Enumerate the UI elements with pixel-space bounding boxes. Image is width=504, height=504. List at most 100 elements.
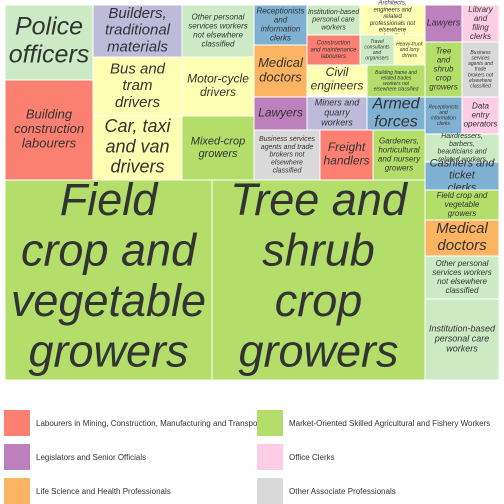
treemap-cell: Building frame and related trades workers … xyxy=(366,64,426,98)
treemap-label: Medical doctors xyxy=(258,55,304,85)
treemap-label: Receptionists and information clerks xyxy=(256,6,304,42)
legend-item: Office Clerks xyxy=(257,444,335,470)
treemap-label: Hairdressers, barbers, beauticians and rela… xyxy=(437,133,487,164)
treemap-cell: Data entry operators xyxy=(461,96,500,135)
treemap-rect xyxy=(424,4,463,43)
treemap-rect xyxy=(92,115,183,181)
treemap-cell: Business services agents and trade brokers… xyxy=(253,129,321,181)
treemap-label: Tree and shrub crop growers xyxy=(429,47,457,92)
treemap-rect xyxy=(181,56,255,117)
treemap-rect xyxy=(211,179,426,381)
treemap-label: Field crop and vegetable growers xyxy=(437,191,488,218)
treemap-cell: Lawyers xyxy=(253,96,308,131)
treemap-rect xyxy=(372,129,426,181)
treemap-label: Armed forces xyxy=(371,95,420,130)
treemap-cell: Other personal services workers not elsewh… xyxy=(181,4,255,58)
legend-label: Legislators and Senior Officials xyxy=(36,452,147,462)
treemap-rect xyxy=(366,64,426,98)
legend-swatch xyxy=(257,478,283,504)
treemap-cell: Library and filing clerks xyxy=(461,4,500,43)
treemap-cell: Armed forces xyxy=(366,95,426,131)
treemap-rect xyxy=(424,96,463,135)
legend-swatch xyxy=(4,410,30,436)
treemap-rect xyxy=(181,4,255,58)
treemap-label: Civil engineers xyxy=(311,65,364,92)
legend: Labourers in Mining, Construction, Manuf… xyxy=(0,392,504,504)
treemap-cell: Cashiers and ticket clerks xyxy=(424,157,500,194)
treemap-label: Other personal services workers not elsewh… xyxy=(432,259,492,295)
treemap-rect xyxy=(424,298,500,381)
treemap-cell: Bus and tram drivers xyxy=(92,56,183,117)
treemap-cell: Tree and shrub crop growers xyxy=(211,174,426,381)
treemap-cell: Travel consultants and organisers xyxy=(359,34,395,66)
treemap-label: Institution-based personal care workers xyxy=(429,324,496,354)
treemap-label: Library and filing clerks xyxy=(468,5,493,41)
treemap-label: Other personal services workers not elsewh… xyxy=(188,12,248,48)
treemap-cell: Miners and quarry workers xyxy=(306,96,368,131)
treemap-label: Motor-cycle drivers xyxy=(187,72,249,99)
treemap-label: Institution-based personal care workers xyxy=(308,9,360,32)
treemap-rect xyxy=(424,41,463,98)
treemap-cell: Medical doctors xyxy=(253,44,308,98)
legend-label: Life Science and Health Professionals xyxy=(36,486,171,496)
treemap-cell: Police officers xyxy=(4,4,94,81)
treemap-rect xyxy=(253,96,308,131)
legend-item: Market-Oriented Skilled Agricultural and… xyxy=(257,410,490,436)
treemap-label: Miners and quarry workers xyxy=(315,98,361,128)
treemap-label: Builders, traditional materials xyxy=(105,5,171,56)
treemap-cell: Civil engineers xyxy=(306,64,368,96)
treemap-label: Gardeners, horticultural and nursery grower… xyxy=(378,136,421,172)
legend-label: Office Clerks xyxy=(289,452,335,462)
treemap-cell: Heavy-truck and lorry drivers xyxy=(393,34,426,66)
treemap-label: Lawyers xyxy=(258,105,303,119)
treemap-label: Receptionists and information clerks xyxy=(428,104,459,127)
treemap-rect xyxy=(181,115,255,181)
legend-swatch xyxy=(4,444,30,470)
treemap-cell: Architects, engineers and related professio… xyxy=(359,1,426,40)
treemap-label: Lawyers xyxy=(427,18,461,28)
treemap-cell: Mixed-crop growers xyxy=(181,115,255,181)
treemap-cell: Field crop and vegetable growers xyxy=(4,174,213,381)
treemap-cell: Car, taxi and van drivers xyxy=(92,115,183,181)
legend-label: Labourers in Mining, Construction, Manuf… xyxy=(36,418,263,428)
treemap-rect xyxy=(253,44,308,98)
treemap-chart: Police officers Builders, traditional materi… xyxy=(4,1,500,381)
treemap-cell: Field crop and vegetable growers xyxy=(424,189,500,221)
legend-label: Other Associate Professionals xyxy=(289,486,396,496)
treemap-label: Building construction labourers xyxy=(14,107,84,151)
treemap-label: Freight handlers xyxy=(323,140,369,167)
treemap-label: Heavy-truck and lorry drivers xyxy=(396,42,423,59)
legend-item: Other Associate Professionals xyxy=(257,478,396,504)
treemap-cell: Business services agents and trade brokers n… xyxy=(461,41,500,98)
legend-item: Labourers in Mining, Construction, Manuf… xyxy=(4,410,262,436)
treemap-label: Business services agents and trade brokers… xyxy=(259,136,316,174)
treemap-cell: Institution-based personal care workers xyxy=(306,4,361,36)
treemap-label: Data entry operators xyxy=(464,101,498,128)
treemap-label: Construction and maintenance labourers xyxy=(310,41,357,60)
treemap-cell: Receptionists and information clerks xyxy=(424,96,463,135)
treemap-cell: Hairdressers, barbers, beauticians and rela… xyxy=(424,133,500,164)
legend-label: Market-Oriented Skilled Agricultural and… xyxy=(289,418,491,428)
treemap-rect xyxy=(366,96,426,131)
treemap-rect xyxy=(306,64,368,96)
treemap-rect xyxy=(461,4,500,43)
treemap-cell: Gardeners, horticultural and nursery grower… xyxy=(372,129,426,181)
treemap-rect xyxy=(4,179,213,381)
treemap-label: Medical doctors xyxy=(436,220,488,254)
treemap-rect xyxy=(4,4,94,81)
treemap-cell: Freight handlers xyxy=(319,129,374,181)
treemap-cell: Lawyers xyxy=(424,4,463,43)
treemap-label: Travel consultants and organisers xyxy=(364,39,390,62)
legend-item: Life Science and Health Professionals xyxy=(4,478,171,504)
treemap-cell: Receptionists and information clerks xyxy=(253,4,308,46)
treemap-cell: Other personal services workers not elsewh… xyxy=(424,255,500,300)
legend-swatch xyxy=(257,444,283,470)
treemap-cell: Builders, traditional materials xyxy=(92,4,183,58)
treemap-rect xyxy=(253,4,308,46)
treemap-label: Bus and tram drivers xyxy=(110,60,166,111)
treemap-label: Business services agents and trade brokers n… xyxy=(468,50,494,90)
treemap-rect xyxy=(424,219,500,257)
treemap-label: Mixed-crop growers xyxy=(191,135,245,159)
treemap-label: Car, taxi and van drivers xyxy=(104,116,171,176)
treemap-label: Tree and shrub crop growers xyxy=(230,174,409,376)
